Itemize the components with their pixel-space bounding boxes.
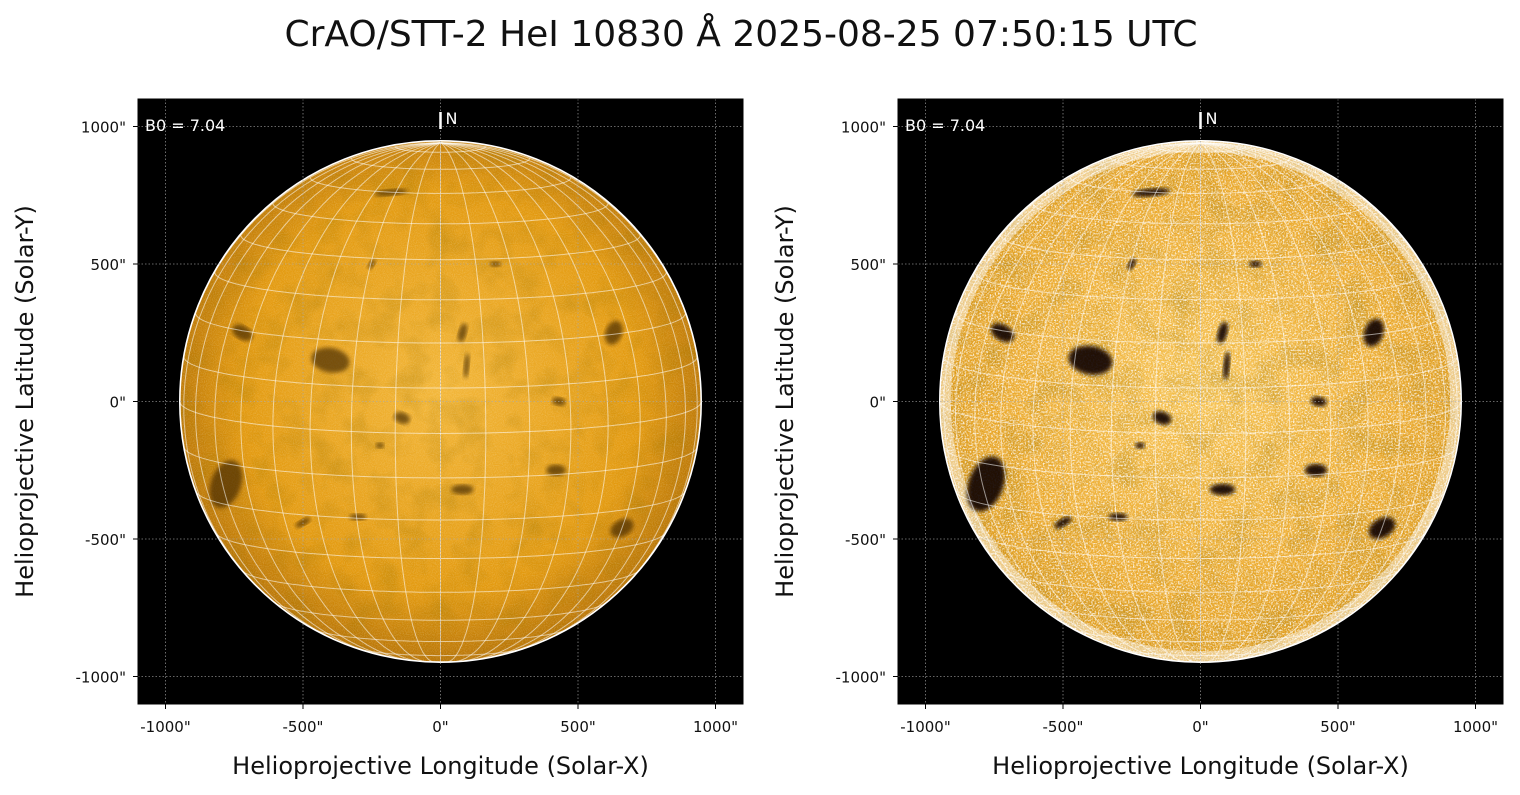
y-tick-label: -500" — [85, 531, 126, 549]
b0-annotation: B0 = 7.04 — [905, 116, 985, 135]
x-tick-label: 0" — [1192, 718, 1208, 736]
y-tick-label: -1000" — [836, 669, 887, 687]
dark-feature — [1217, 321, 1228, 344]
dark-feature — [1209, 483, 1236, 496]
dark-feature — [1135, 442, 1145, 449]
dark-feature — [394, 412, 410, 424]
x-axis-label: Helioprojective Longitude (Solar-X) — [232, 752, 649, 780]
y-tick-label: -500" — [845, 531, 886, 549]
longitude-line — [1200, 142, 1369, 662]
y-tick-label: 500" — [850, 256, 886, 274]
axis-grid — [138, 99, 743, 704]
longitude-line — [440, 142, 641, 660]
panel-right: -1000" -500" 0" 500" 1000" 1000" 500" 0" -500" -1… — [771, 98, 1504, 780]
longitude-line — [309, 142, 441, 662]
longitude-line — [1200, 142, 1458, 615]
dark-feature — [1223, 351, 1231, 380]
dark-feature — [1304, 463, 1328, 477]
longitude-line — [394, 142, 441, 663]
x-tick-label: 1000" — [1453, 718, 1498, 736]
longitude-line — [1200, 142, 1447, 649]
longitude-line — [240, 142, 441, 660]
longitude-line — [1200, 142, 1247, 663]
dark-feature — [451, 484, 474, 495]
heliographic-grid — [179, 142, 702, 663]
heliographic-grid — [939, 142, 1462, 663]
y-axis-label: Helioprojective Latitude (Solar-Y) — [11, 205, 39, 598]
longitude-line — [1200, 142, 1401, 660]
longitude-line — [1200, 142, 1291, 663]
x-tick-label: 500" — [1320, 718, 1356, 736]
x-tick-label: -500" — [1043, 718, 1084, 736]
longitude-line — [440, 142, 667, 657]
longitude-line — [440, 142, 687, 649]
longitude-line — [440, 142, 698, 615]
x-tick-label: 500" — [560, 718, 596, 736]
longitude-line — [183, 142, 441, 615]
longitude-line — [1154, 142, 1201, 663]
longitude-line — [272, 142, 441, 662]
longitude-line — [214, 142, 441, 657]
dark-feature — [546, 464, 566, 476]
longitude-line — [440, 142, 609, 662]
x-tick-label: 0" — [432, 718, 448, 736]
longitude-line — [350, 142, 441, 663]
longitude-line — [440, 142, 572, 662]
x-axis-label: Helioprojective Longitude (Solar-X) — [992, 752, 1409, 780]
dark-feature — [209, 460, 243, 508]
north-label: N — [1206, 109, 1218, 128]
solar-limb — [938, 139, 1463, 664]
y-tick-label: 1000" — [841, 119, 886, 137]
longitude-line — [194, 142, 441, 649]
y-tick-label: 0" — [110, 394, 126, 412]
dark-feature — [232, 324, 253, 341]
y-tick-label: 1000" — [81, 119, 126, 137]
b0-annotation: B0 = 7.04 — [145, 116, 225, 135]
longitude-line — [1110, 142, 1201, 663]
longitude-line — [1000, 142, 1201, 660]
longitude-line — [440, 142, 531, 663]
x-tick-label: -1000" — [900, 718, 951, 736]
dark-feature — [966, 456, 1006, 512]
dark-feature — [1363, 318, 1384, 347]
panel-left: -1000" -500" 0" 500" 1000" 1000" 500" 0" -500" -1… — [11, 98, 744, 780]
dark-feature — [990, 323, 1015, 343]
dark-feature — [457, 323, 468, 343]
longitude-line — [943, 142, 1201, 615]
dark-feature — [1108, 513, 1128, 521]
x-tick-label: 1000" — [693, 718, 738, 736]
longitude-line — [974, 142, 1201, 657]
y-axis-label: Helioprojective Latitude (Solar-Y) — [771, 205, 799, 598]
x-tick-label: -1000" — [140, 718, 191, 736]
solar-limb — [178, 139, 703, 664]
y-tick-label: 0" — [870, 394, 886, 412]
longitude-line — [440, 142, 487, 663]
y-tick-label: -1000" — [76, 669, 127, 687]
dark-feature — [349, 513, 367, 521]
longitude-line — [1200, 142, 1427, 657]
dark-feature — [375, 442, 385, 449]
longitude-line — [1069, 142, 1201, 662]
dark-feature — [311, 347, 350, 373]
dark-feature — [604, 320, 623, 345]
longitude-line — [954, 142, 1201, 649]
north-label: N — [446, 109, 458, 128]
figure-title: CrAO/STT-2 HeI 10830 Å 2025-08-25 07:50:… — [284, 14, 1198, 55]
x-tick-label: -500" — [283, 718, 324, 736]
dark-feature — [1152, 411, 1172, 425]
dark-feature — [1068, 345, 1113, 375]
y-tick-label: 500" — [90, 256, 126, 274]
longitude-line — [1200, 142, 1332, 662]
longitude-line — [1032, 142, 1201, 662]
dark-feature — [463, 353, 470, 379]
